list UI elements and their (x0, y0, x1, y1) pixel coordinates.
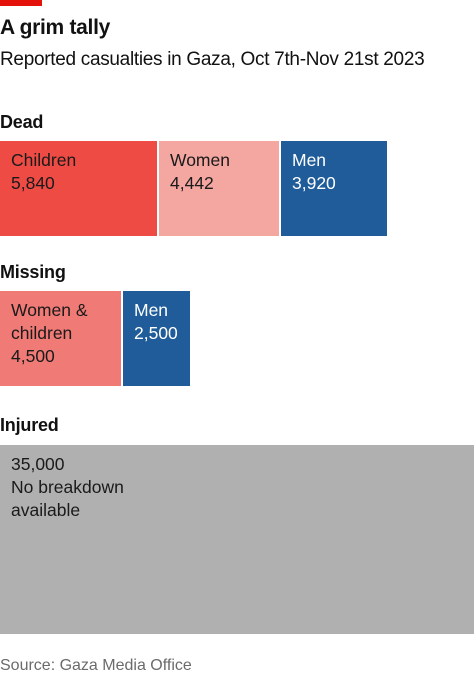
chart-subtitle: Reported casualties in Gaza, Oct 7th-Nov… (0, 49, 425, 70)
block-value: 2,500 (134, 323, 178, 343)
block-label: Men (134, 300, 169, 320)
block-label: Men (292, 150, 327, 170)
block-label: Children (11, 150, 77, 170)
injured-block-no-breakdown-available: 35,000 No breakdown available (0, 445, 474, 634)
missing-block-men: Men 2,500 (123, 291, 190, 386)
block-label: Women (170, 150, 230, 170)
block-value: 35,000 (11, 454, 65, 474)
dead-block-men: Men 3,920 (281, 141, 387, 236)
missing-block-women-children: Women & children 4,500 (0, 291, 121, 386)
brand-accent-bar (0, 0, 42, 6)
group-label-injured: Injured (0, 415, 59, 435)
block-value: 4,442 (170, 173, 214, 193)
block-value: 5,840 (11, 173, 55, 193)
block-label: Women & children (11, 300, 88, 343)
block-value: 4,500 (11, 346, 55, 366)
dead-block-children: Children 5,840 (0, 141, 157, 236)
group-label-missing: Missing (0, 262, 66, 282)
block-value: 3,920 (292, 173, 336, 193)
group-label-dead: Dead (0, 112, 44, 132)
chart-title: A grim tally (0, 16, 110, 39)
dead-block-women: Women 4,442 (159, 141, 279, 236)
block-label: No breakdown available (11, 477, 124, 520)
source-note: Source: Gaza Media Office (0, 657, 192, 674)
